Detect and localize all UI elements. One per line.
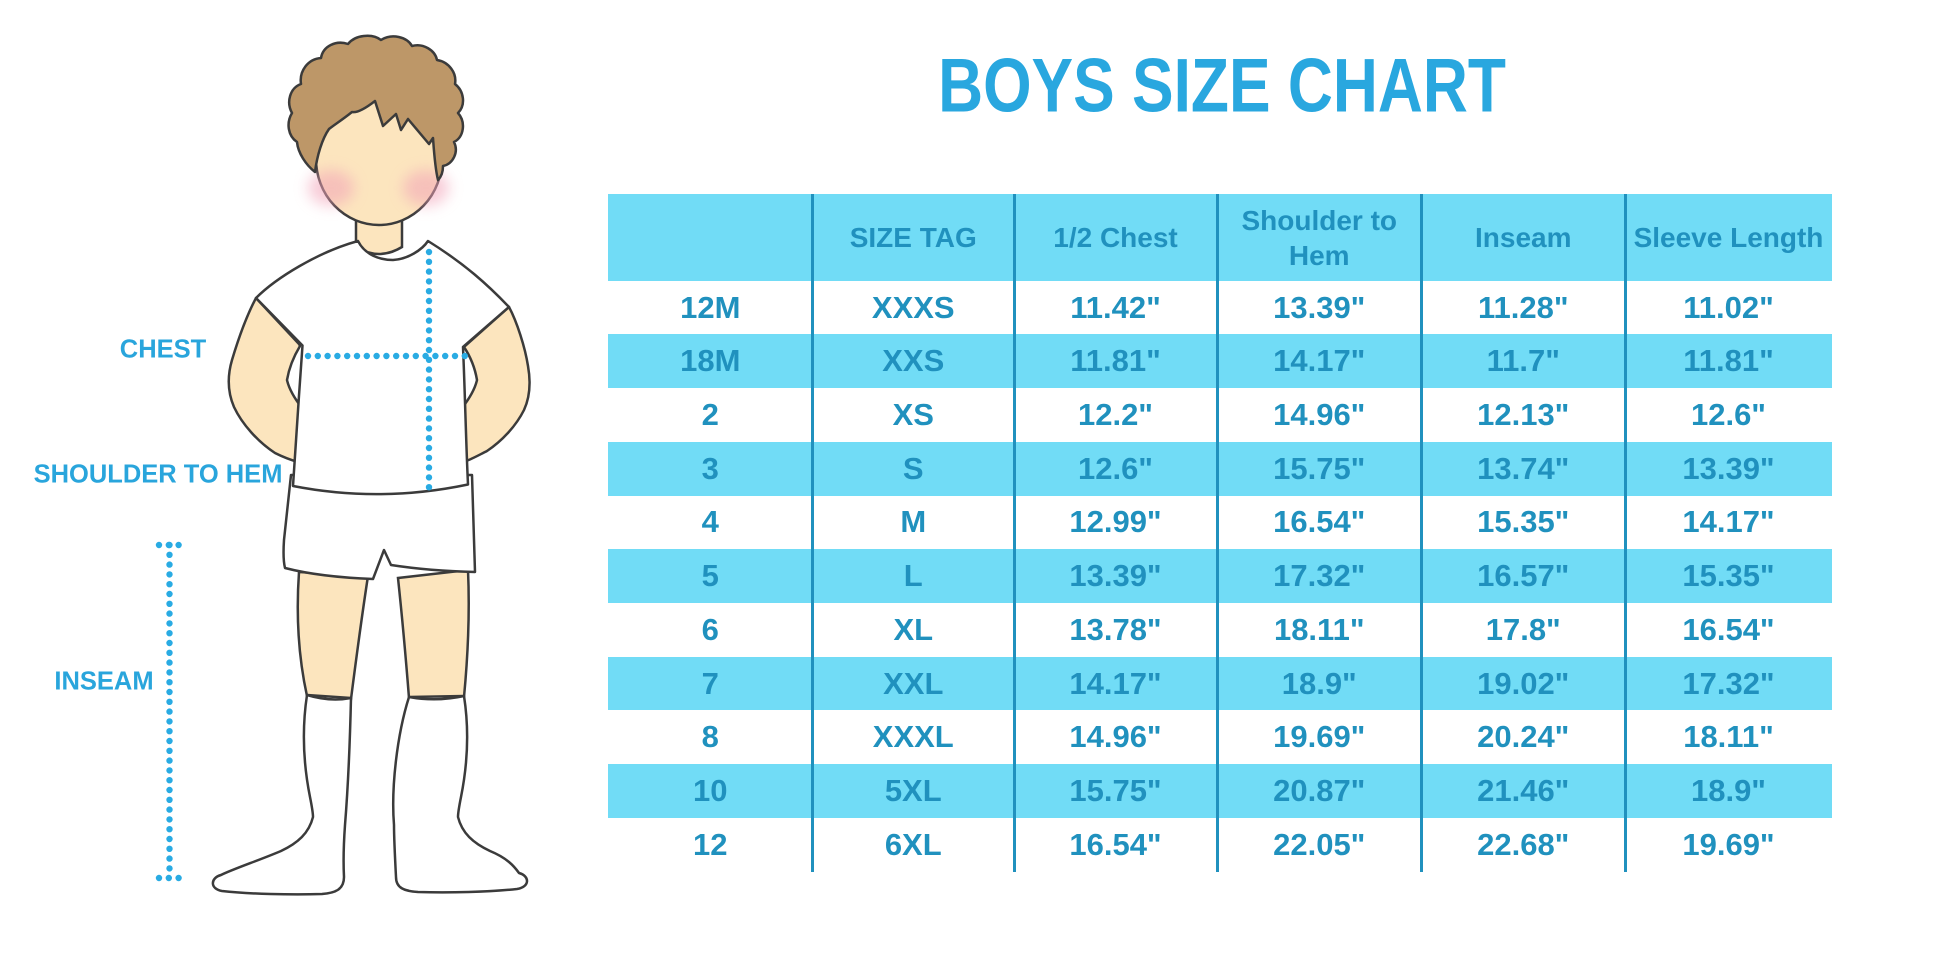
table-cell-shoulder-to-hem: 19.69": [1217, 710, 1422, 765]
table-cell-half-chest: 13.39": [1014, 549, 1217, 603]
table-cell-size-tag: S: [812, 441, 1014, 496]
table-cell-half-chest: 16.54": [1014, 817, 1217, 872]
boy-cheek-left: [308, 170, 354, 206]
table-cell-size-tag: XL: [812, 603, 1014, 657]
page-title: BOYS SIZE CHART: [938, 43, 1506, 129]
boy-sock-right: [391, 694, 529, 894]
table-cell-half-chest: 12.99": [1014, 495, 1217, 550]
boy-hair: [287, 34, 465, 182]
column-separator: [811, 194, 814, 872]
label-chest: CHEST: [119, 335, 207, 364]
table-cell-size-tag: XS: [812, 388, 1014, 442]
table-cell-inseam: 15.35": [1421, 495, 1625, 550]
table-cell-shoulder-to-hem: 15.75": [1217, 441, 1422, 496]
sock-top-line-left: [306, 693, 352, 701]
table-cell-size: 6: [608, 603, 813, 657]
table-cell-shoulder-to-hem: 20.87": [1217, 764, 1422, 818]
table-cell-size: 18M: [608, 334, 813, 389]
measurement-lines: [155, 248, 469, 882]
table-cell-shoulder-to-hem: 13.39": [1217, 280, 1422, 335]
boy-thigh-left: [296, 570, 370, 701]
table-cell-size: 5: [608, 549, 813, 603]
sock-top-line-right: [408, 694, 465, 701]
boy-figure-illustration: [155, 34, 531, 896]
table-cell-inseam: 16.57": [1421, 549, 1625, 603]
table-cell-sleeve-length: 13.39": [1625, 441, 1832, 496]
table-cell-shoulder-to-hem: 16.54": [1217, 495, 1422, 550]
header-cell-inseam: Inseam: [1421, 194, 1625, 281]
table-cell-sleeve-length: 12.6": [1625, 388, 1832, 442]
table-cell-size-tag: XXXL: [812, 710, 1014, 765]
table-cell-sleeve-length: 15.35": [1625, 549, 1832, 603]
column-separator: [1012, 194, 1016, 872]
table-cell-size: 3: [608, 441, 813, 496]
table-cell-inseam: 20.24": [1421, 710, 1625, 765]
table-cell-size-tag: XXL: [812, 656, 1014, 711]
boy-shirt: [254, 239, 511, 496]
table-cell-shoulder-to-hem: 14.17": [1217, 334, 1422, 389]
table-cell-inseam: 12.13": [1421, 388, 1625, 442]
table-cell-shoulder-to-hem: 22.05": [1217, 817, 1422, 872]
header-cell-size-tag: SIZE TAG: [812, 194, 1014, 281]
table-cell-inseam: 11.28": [1421, 280, 1625, 335]
column-separator: [1215, 194, 1219, 872]
table-cell-shoulder-to-hem: 18.11": [1217, 603, 1422, 657]
table-cell-size: 2: [608, 388, 813, 442]
table-cell-shoulder-to-hem: 17.32": [1217, 549, 1422, 603]
table-cell-sleeve-length: 19.69": [1625, 817, 1832, 872]
header-cell-size: [608, 194, 813, 281]
table-cell-size: 12M: [608, 280, 813, 335]
table-cell-half-chest: 12.6": [1014, 441, 1217, 496]
header-cell-sleeve-length: Sleeve Length: [1625, 194, 1832, 281]
size-table: SIZE TAG 1/2 Chest Shoulder to Hem Insea…: [608, 194, 1832, 872]
table-cell-size-tag: XXS: [812, 334, 1014, 389]
table-cell-half-chest: 15.75": [1014, 764, 1217, 818]
table-cell-inseam: 21.46": [1421, 764, 1625, 818]
table-cell-shoulder-to-hem: 14.96": [1217, 388, 1422, 442]
table-cell-inseam: 17.8": [1421, 603, 1625, 657]
header-cell-half-chest: 1/2 Chest: [1014, 194, 1217, 281]
boy-arm-left: [227, 296, 304, 464]
table-cell-size-tag: M: [812, 495, 1014, 550]
table-cell-inseam: 19.02": [1421, 656, 1625, 711]
table-cell-size-tag: L: [812, 549, 1014, 603]
boy-arm-right: [460, 305, 531, 463]
table-cell-half-chest: 12.2": [1014, 388, 1217, 442]
boy-sock-left: [211, 693, 353, 896]
table-cell-inseam: 11.7": [1421, 334, 1625, 389]
table-cell-size: 7: [608, 656, 813, 711]
table-cell-half-chest: 11.81": [1014, 334, 1217, 389]
table-cell-shoulder-to-hem: 18.9": [1217, 656, 1422, 711]
label-shoulder-to-hem: SHOULDER TO HEM: [33, 460, 283, 489]
table-cell-size: 12: [608, 817, 813, 872]
table-cell-inseam: 22.68": [1421, 817, 1625, 872]
boy-thigh-right: [396, 568, 471, 700]
table-cell-sleeve-length: 17.32": [1625, 656, 1832, 711]
table-cell-half-chest: 14.96": [1014, 710, 1217, 765]
table-cell-size-tag: 5XL: [812, 764, 1014, 818]
table-cell-half-chest: 13.78": [1014, 603, 1217, 657]
boy-shorts: [282, 473, 477, 581]
table-cell-sleeve-length: 18.9": [1625, 764, 1832, 818]
table-cell-inseam: 13.74": [1421, 441, 1625, 496]
table-cell-size: 10: [608, 764, 813, 818]
table-cell-sleeve-length: 11.81": [1625, 334, 1832, 389]
column-separator: [1623, 194, 1627, 872]
table-cell-sleeve-length: 16.54": [1625, 603, 1832, 657]
table-cell-size: 4: [608, 495, 813, 550]
table-cell-sleeve-length: 14.17": [1625, 495, 1832, 550]
label-inseam: INSEAM: [54, 667, 154, 696]
table-cell-sleeve-length: 11.02": [1625, 280, 1832, 335]
table-cell-half-chest: 14.17": [1014, 656, 1217, 711]
table-cell-size-tag: 6XL: [812, 817, 1014, 872]
header-cell-shoulder-to-hem: Shoulder to Hem: [1217, 194, 1422, 281]
column-separator: [1420, 194, 1423, 872]
table-cell-sleeve-length: 18.11": [1625, 710, 1832, 765]
table-cell-half-chest: 11.42": [1014, 280, 1217, 335]
table-cell-size: 8: [608, 710, 813, 765]
table-cell-size-tag: XXXS: [812, 280, 1014, 335]
